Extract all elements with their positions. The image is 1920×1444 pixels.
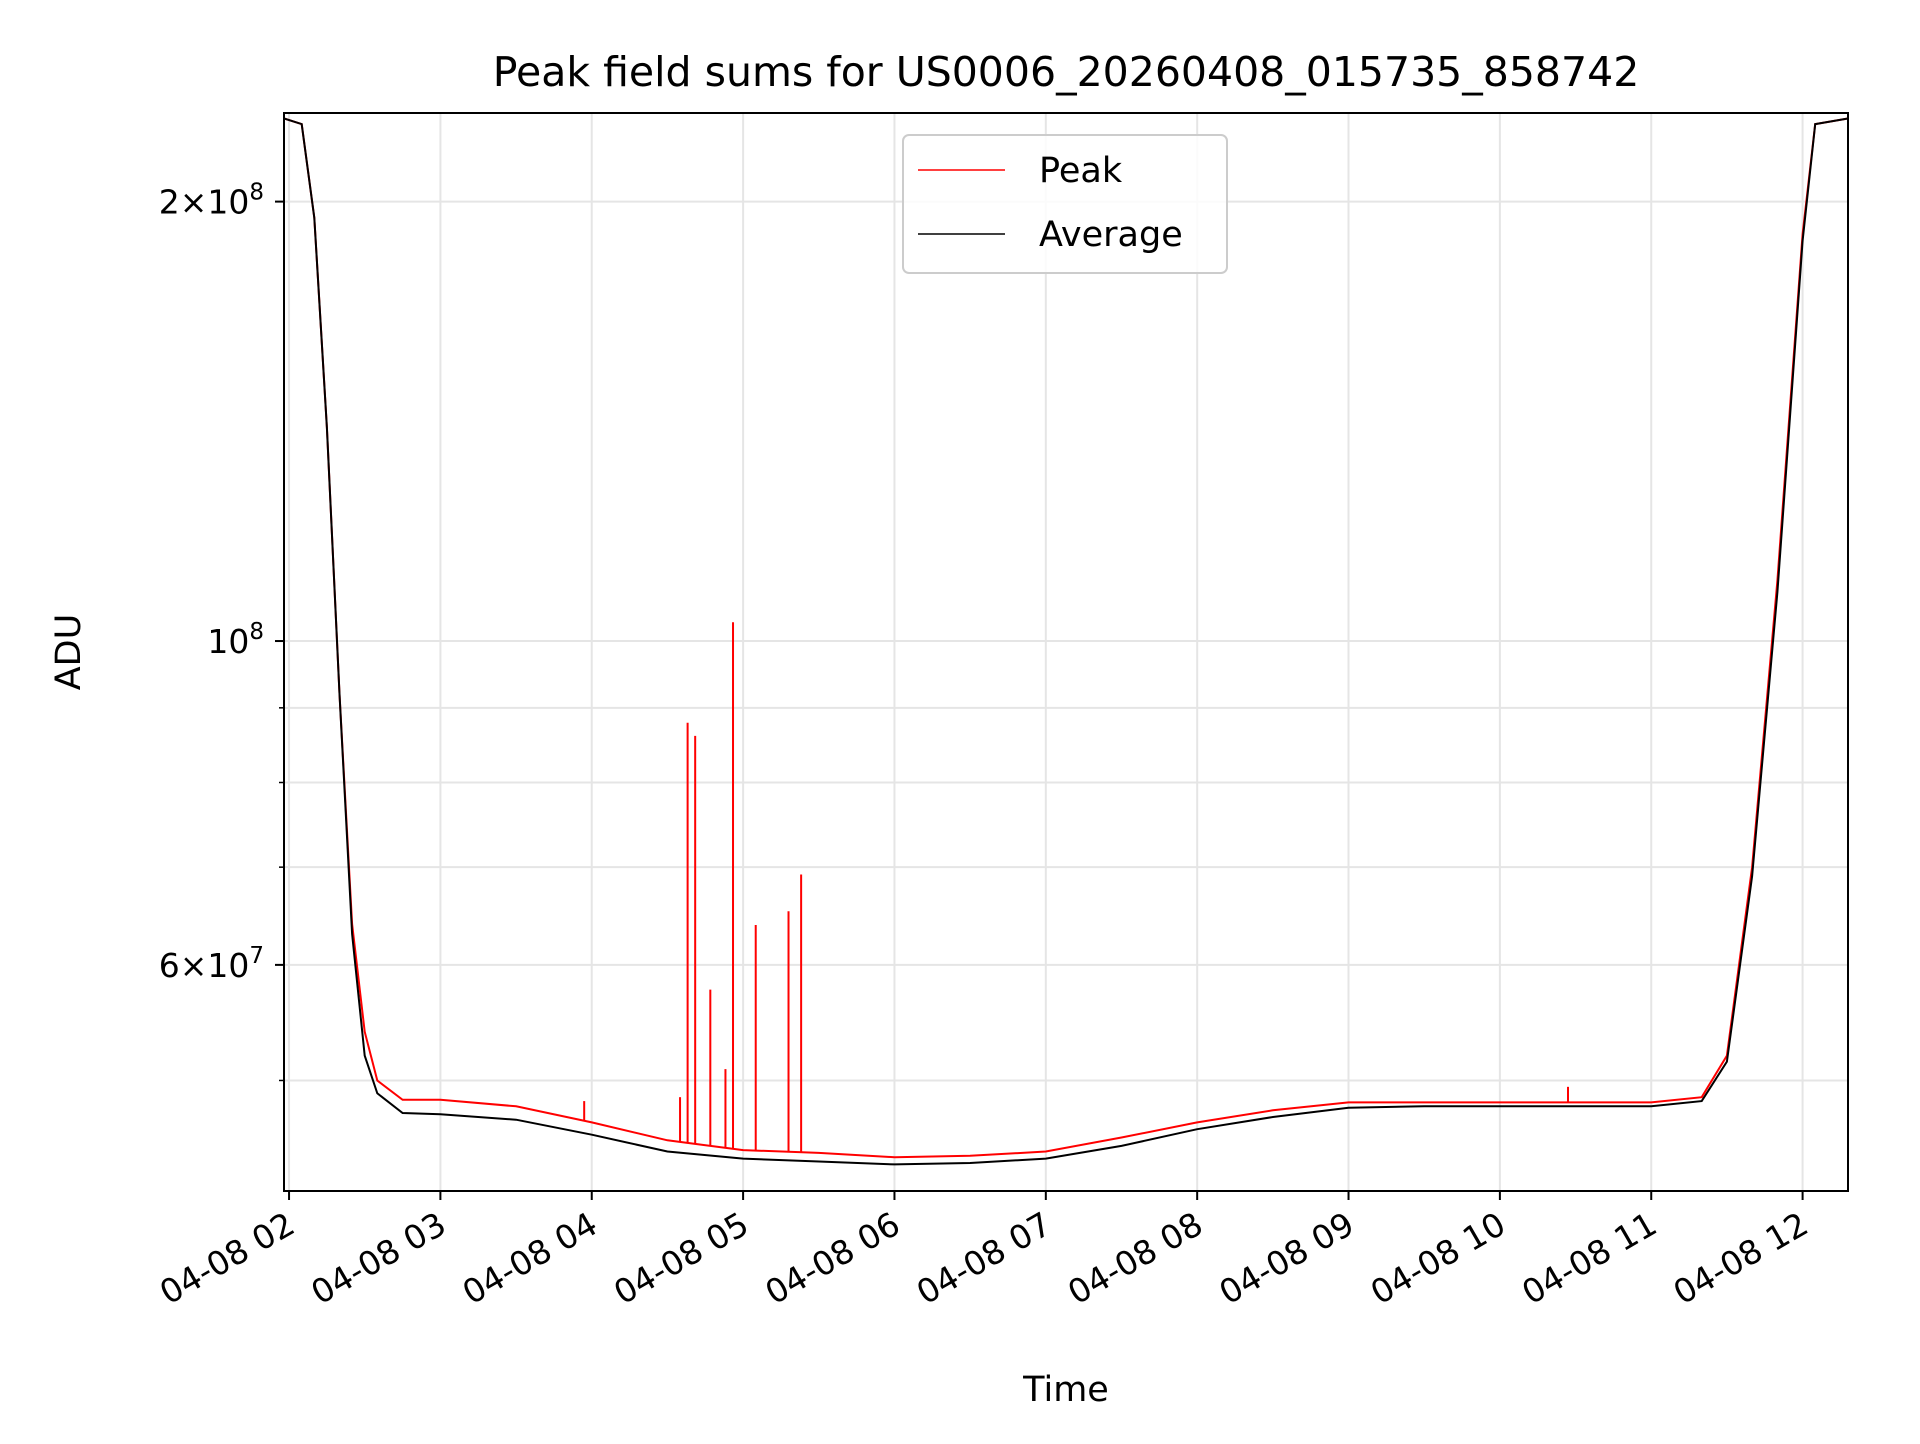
y-axis-label: ADU <box>49 614 89 691</box>
grid-layer <box>284 113 1848 1191</box>
average-series-line <box>284 117 1848 1166</box>
legend-average-label: Average <box>1039 215 1183 255</box>
legend-peak-label: Peak <box>1039 151 1123 191</box>
x-axis-label: Time <box>1022 1370 1109 1410</box>
y-tick-label: 6×107 <box>159 943 264 985</box>
chart-title: Peak field sums for US0006_20260408_0157… <box>493 48 1640 96</box>
data-layer <box>284 117 1848 1166</box>
plot-frame <box>283 112 1849 1192</box>
peak-series-line <box>284 117 1848 1159</box>
y-tick-label: 2×108 <box>159 180 264 222</box>
legend: Peak Average <box>902 134 1228 274</box>
y-tick-label: 108 <box>207 619 264 661</box>
